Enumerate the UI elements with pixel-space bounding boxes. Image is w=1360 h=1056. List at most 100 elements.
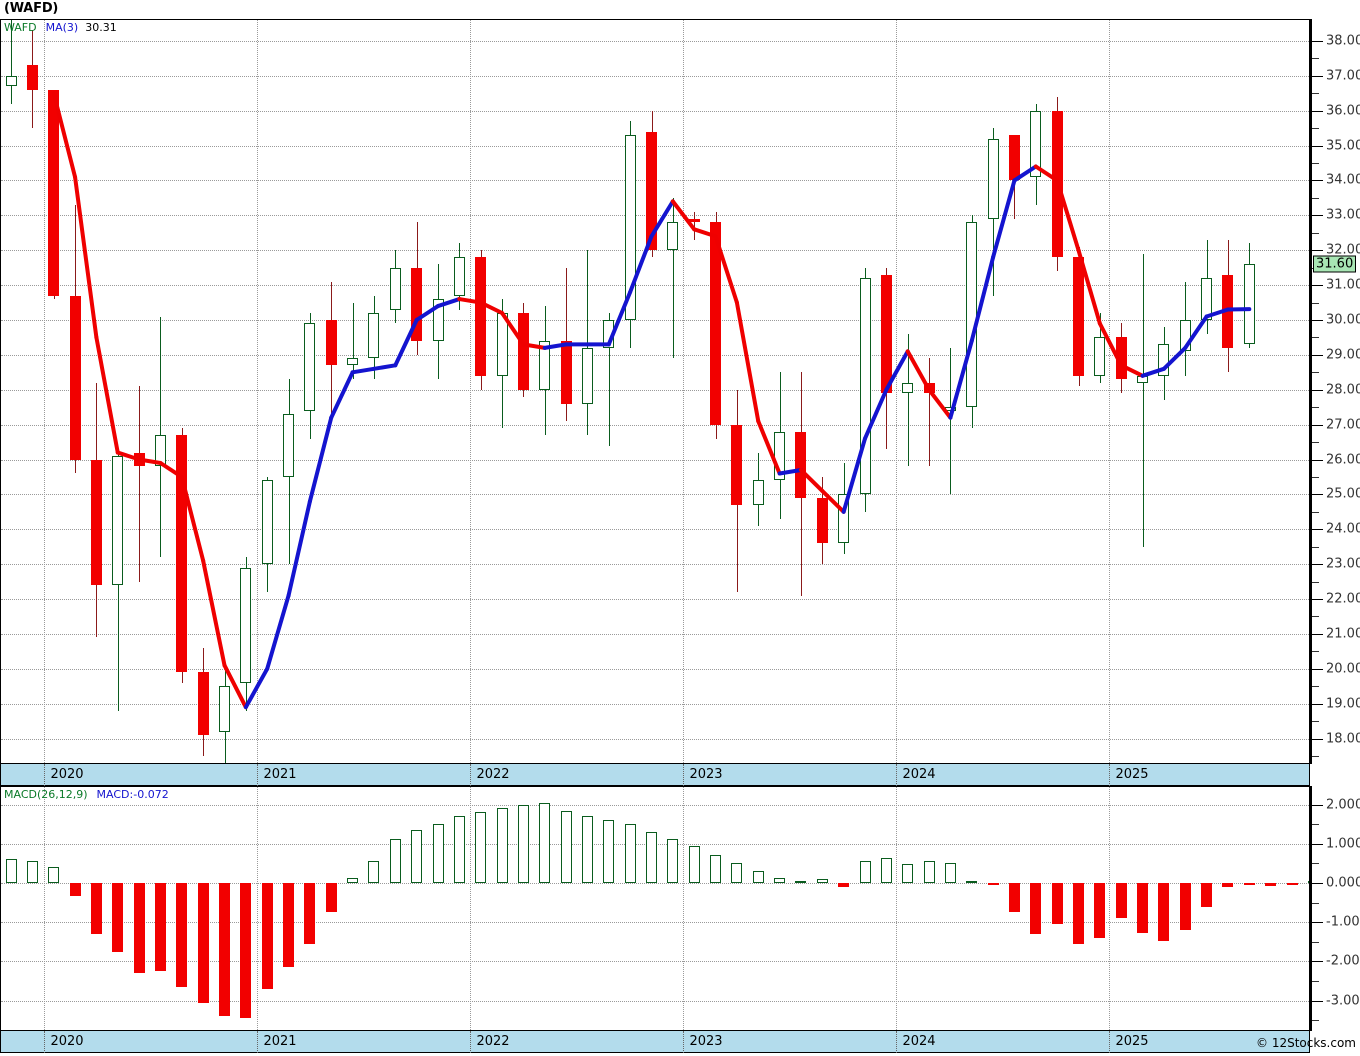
candlestick-body[interactable] [219, 686, 230, 732]
macd-histogram-bar[interactable] [966, 881, 977, 884]
macd-histogram-bar[interactable] [368, 861, 379, 883]
candlestick-body[interactable] [454, 257, 465, 296]
macd-histogram-bar[interactable] [710, 854, 721, 884]
macd-histogram-bar[interactable] [283, 883, 294, 968]
macd-histogram-bar[interactable] [881, 857, 892, 884]
candlestick-body[interactable] [667, 222, 678, 251]
macd-histogram-bar[interactable] [1180, 883, 1191, 931]
candlestick-body[interactable] [817, 497, 828, 544]
candlestick-body[interactable] [1073, 257, 1084, 376]
candlestick-body[interactable] [176, 435, 187, 673]
candlestick-body[interactable] [433, 299, 444, 341]
macd-histogram-bar[interactable] [731, 863, 742, 884]
candlestick-body[interactable] [91, 459, 102, 586]
macd-histogram-bar[interactable] [1116, 883, 1127, 919]
macd-histogram-bar[interactable] [347, 878, 358, 884]
candlestick-body[interactable] [1180, 319, 1191, 352]
macd-histogram-bar[interactable] [155, 883, 166, 972]
macd-histogram-bar[interactable] [1073, 883, 1084, 944]
candlestick-body[interactable] [326, 319, 337, 366]
candlestick-body[interactable] [902, 382, 913, 394]
candlestick-body[interactable] [390, 267, 401, 310]
macd-histogram-bar[interactable] [1094, 883, 1105, 938]
macd-histogram-bar[interactable] [838, 883, 849, 887]
macd-histogram-bar[interactable] [176, 883, 187, 987]
macd-histogram-bar[interactable] [860, 861, 871, 883]
candlestick-body[interactable] [582, 347, 593, 404]
candlestick-body[interactable] [860, 278, 871, 495]
candlestick-body[interactable] [475, 257, 486, 376]
macd-histogram-bar[interactable] [625, 824, 636, 883]
macd-histogram-bar[interactable] [689, 845, 700, 883]
macd-histogram-bar[interactable] [1030, 883, 1041, 934]
macd-histogram-bar[interactable] [6, 858, 17, 884]
macd-histogram-bar[interactable] [1244, 883, 1255, 886]
macd-histogram-bar[interactable] [646, 832, 657, 883]
candlestick-body[interactable] [1158, 344, 1169, 376]
macd-histogram-bar[interactable] [753, 871, 764, 884]
candlestick-body[interactable] [304, 323, 315, 411]
macd-histogram-bar[interactable] [1009, 883, 1020, 913]
macd-histogram-bar[interactable] [1222, 883, 1233, 887]
macd-histogram-bar[interactable] [539, 802, 550, 884]
macd-histogram-bar[interactable] [518, 805, 529, 883]
macd-histogram-bar[interactable] [27, 861, 38, 883]
candlestick-body[interactable] [6, 75, 17, 87]
candlestick-body[interactable] [198, 672, 209, 736]
candlestick-body[interactable] [262, 480, 273, 565]
candlestick-body[interactable] [1030, 110, 1041, 177]
candlestick-body[interactable] [27, 65, 38, 90]
macd-histogram-bar[interactable] [48, 867, 59, 884]
macd-histogram-bar[interactable] [91, 883, 102, 934]
macd-histogram-bar[interactable] [1287, 883, 1298, 886]
macd-histogram-bar[interactable] [475, 811, 486, 884]
macd-histogram-bar[interactable] [582, 816, 593, 884]
macd-histogram-bar[interactable] [795, 881, 806, 884]
macd-histogram-bar[interactable] [454, 816, 465, 884]
macd-histogram-bar[interactable] [1265, 883, 1276, 887]
macd-histogram-bar[interactable] [433, 824, 444, 883]
candlestick-body[interactable] [368, 313, 379, 359]
macd-histogram-bar[interactable] [924, 861, 935, 883]
macd-histogram-bar[interactable] [411, 830, 422, 884]
candlestick-body[interactable] [48, 89, 59, 296]
macd-histogram-bar[interactable] [561, 810, 572, 884]
macd-histogram-bar[interactable] [390, 839, 401, 884]
macd-histogram-bar[interactable] [774, 878, 785, 884]
candlestick-body[interactable] [112, 456, 123, 586]
macd-plot-area[interactable] [1, 787, 1309, 1030]
macd-histogram-bar[interactable] [603, 819, 614, 883]
candlestick-body[interactable] [988, 138, 999, 219]
candlestick-body[interactable] [70, 295, 81, 460]
candlestick-body[interactable] [625, 135, 636, 320]
candlestick-body[interactable] [731, 424, 742, 505]
macd-histogram-bar[interactable] [198, 883, 209, 1003]
candlestick-body[interactable] [1244, 264, 1255, 345]
macd-chart-panel[interactable]: MACD(26,12,9) MACD:-0.072 [0, 786, 1310, 1031]
price-chart-panel[interactable]: WAFD MA(3) 30.31 [0, 19, 1310, 764]
candlestick-body[interactable] [753, 480, 764, 505]
macd-histogram-bar[interactable] [1137, 883, 1148, 934]
candlestick-body[interactable] [710, 222, 721, 425]
macd-histogram-bar[interactable] [1201, 883, 1212, 907]
macd-histogram-bar[interactable] [988, 883, 999, 886]
candlestick-body[interactable] [646, 131, 657, 251]
candlestick-body[interactable] [518, 313, 529, 390]
macd-histogram-bar[interactable] [219, 883, 230, 1017]
macd-histogram-bar[interactable] [667, 839, 678, 884]
macd-histogram-bar[interactable] [902, 864, 913, 884]
macd-histogram-bar[interactable] [1052, 883, 1063, 925]
candlestick-body[interactable] [347, 358, 358, 366]
macd-histogram-bar[interactable] [1308, 881, 1309, 884]
candlestick-body[interactable] [155, 435, 166, 467]
macd-histogram-bar[interactable] [817, 879, 828, 883]
macd-histogram-bar[interactable] [326, 883, 337, 913]
candlestick-body[interactable] [795, 431, 806, 498]
candlestick-body[interactable] [561, 340, 572, 404]
candlestick-body[interactable] [1094, 337, 1105, 376]
candlestick-body[interactable] [838, 494, 849, 544]
macd-histogram-bar[interactable] [134, 883, 145, 974]
candlestick-body[interactable] [411, 267, 422, 341]
macd-histogram-bar[interactable] [240, 883, 251, 1019]
macd-histogram-bar[interactable] [70, 883, 81, 896]
